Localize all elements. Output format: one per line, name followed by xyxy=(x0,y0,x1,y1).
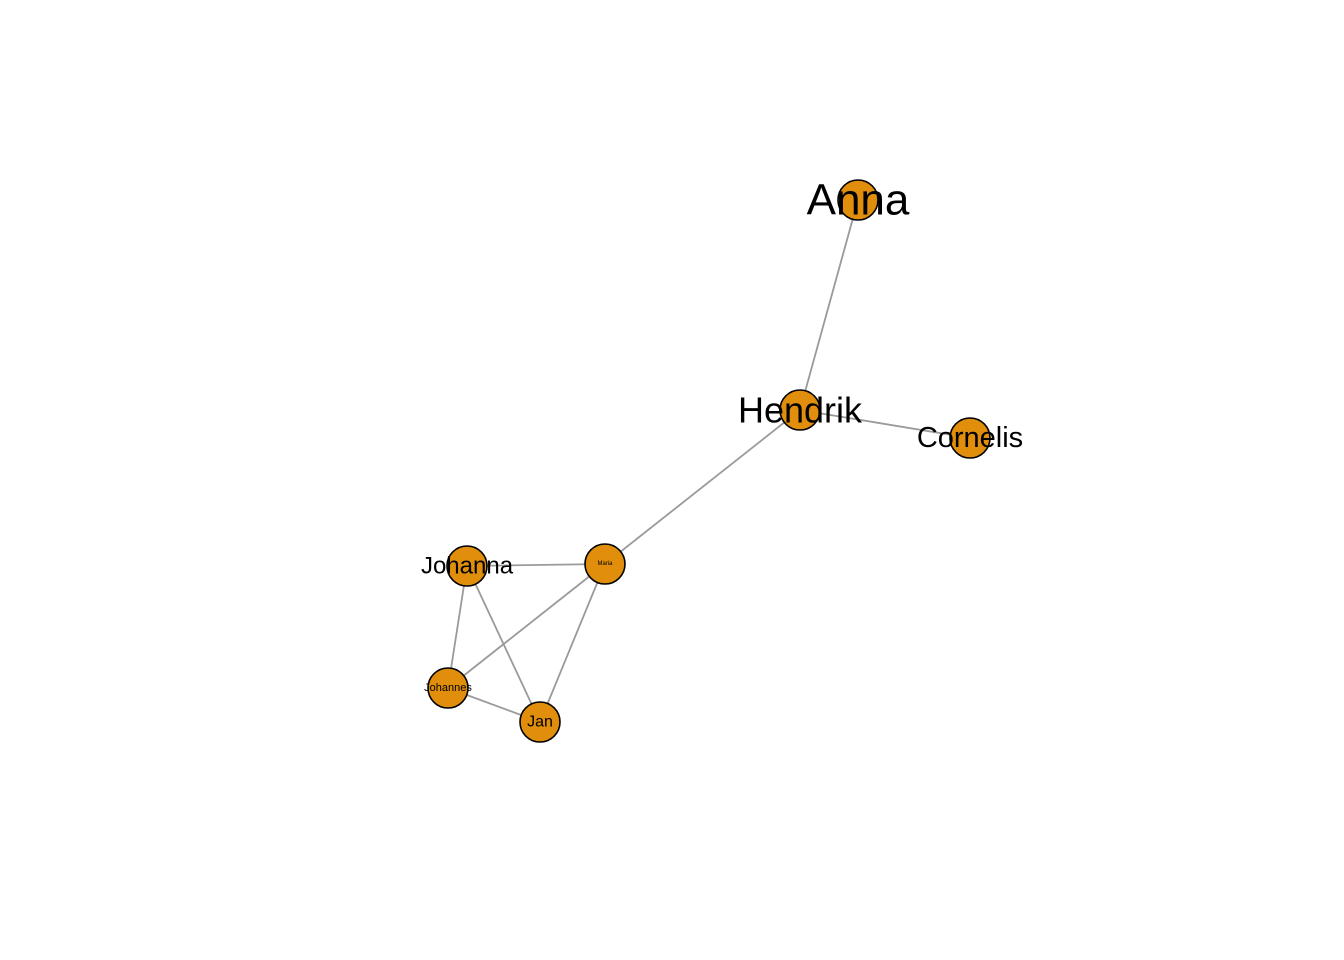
edge-anna-hendrik xyxy=(799,199,859,411)
node-hendrik xyxy=(779,389,821,431)
edge-johanna-jan xyxy=(466,565,541,723)
edge-maria-johanna xyxy=(466,563,606,567)
node-johannes xyxy=(427,667,469,709)
edge-maria-johannes xyxy=(447,563,606,689)
edge-hendrik-maria xyxy=(604,409,801,565)
node-label-cornelis: Cornelis xyxy=(917,422,1023,454)
edges-layer xyxy=(447,199,971,723)
node-anna xyxy=(837,179,879,221)
nodes-layer xyxy=(427,179,991,743)
node-label-hendrik: Hendrik xyxy=(738,390,863,431)
node-johanna xyxy=(446,545,488,587)
node-maria xyxy=(584,543,626,585)
node-label-johanna: Johanna xyxy=(421,553,514,580)
node-jan xyxy=(519,701,561,743)
node-cornelis xyxy=(949,417,991,459)
labels-layer: Anna Hendrik Cornelis Maria Johanna Johannes J… xyxy=(421,176,1023,731)
edge-maria-jan xyxy=(539,563,606,723)
node-label-anna: Anna xyxy=(807,176,910,225)
edge-hendrik-cornelis xyxy=(799,409,971,439)
node-label-jan: Jan xyxy=(527,714,553,731)
node-label-maria: Maria xyxy=(597,561,613,567)
node-label-johannes: Johannes xyxy=(424,682,472,694)
